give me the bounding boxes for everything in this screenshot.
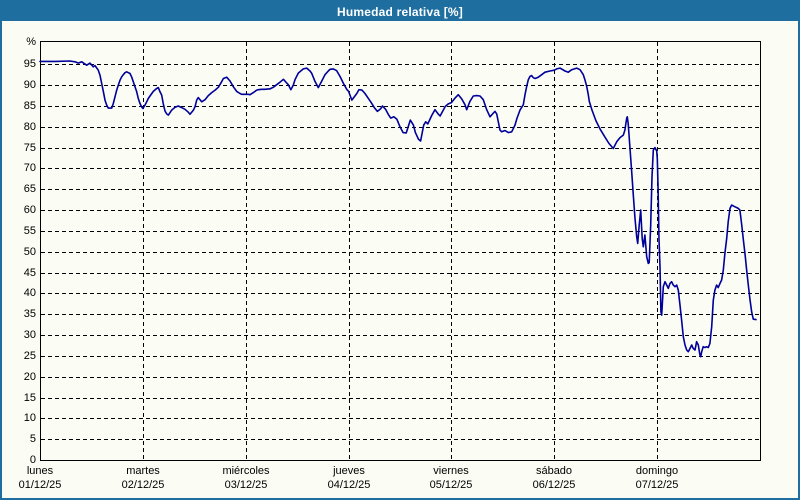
y-tick-label: 85 <box>23 100 36 112</box>
x-tick-day: lunes <box>26 465 54 477</box>
x-tick-label: miércoles 03/12/25 <box>196 464 296 492</box>
x-tick-day: miércoles <box>222 465 270 477</box>
y-tick-label: 45 <box>23 267 36 279</box>
y-axis-unit-label: % <box>26 36 36 48</box>
x-tick-label: lunes 01/12/25 <box>2 464 90 492</box>
y-tick-label: 40 <box>23 287 36 299</box>
y-tick-label: 20 <box>23 371 36 383</box>
x-tick-label: jueves 04/12/25 <box>299 464 399 492</box>
y-tick-label: 5 <box>29 433 36 445</box>
y-tick-label: 90 <box>23 79 36 91</box>
humidity-series-line <box>39 60 757 358</box>
x-tick-date: 02/12/25 <box>121 479 165 491</box>
x-tick-label: domingo 07/12/25 <box>607 464 707 492</box>
y-tick-label: 65 <box>23 183 36 195</box>
x-tick-day: viernes <box>433 465 469 477</box>
y-tick-label: 10 <box>23 412 36 424</box>
x-tick-label: sábado 06/12/25 <box>504 464 604 492</box>
x-tick-date: 03/12/25 <box>224 479 268 491</box>
x-tick-day: domingo <box>635 465 679 477</box>
x-tick-date: 04/12/25 <box>327 479 371 491</box>
title-bar: Humedad relativa [%] <box>2 2 798 21</box>
y-tick-label: 75 <box>23 142 36 154</box>
y-tick-label: 30 <box>23 329 36 341</box>
y-tick-label: 80 <box>23 121 36 133</box>
x-tick-day: sábado <box>535 465 573 477</box>
x-tick-day: jueves <box>333 465 365 477</box>
y-tick-label: 35 <box>23 308 36 320</box>
y-tick-label: 55 <box>23 225 36 237</box>
x-tick-label: martes 02/12/25 <box>93 464 193 492</box>
x-tick-day: martes <box>126 465 160 477</box>
x-tick-date: 06/12/25 <box>532 479 576 491</box>
y-tick-label: 95 <box>23 58 36 70</box>
x-tick-date: 05/12/25 <box>429 479 473 491</box>
y-tick-label: 0 <box>29 454 36 466</box>
y-tick-label: 50 <box>23 246 36 258</box>
chart-title: Humedad relativa [%] <box>336 4 464 19</box>
y-tick-label: 25 <box>23 350 36 362</box>
y-tick-label: 60 <box>23 204 36 216</box>
plot-border <box>40 41 761 461</box>
x-tick-date: 01/12/25 <box>18 479 62 491</box>
y-tick-label: 15 <box>23 392 36 404</box>
x-tick-label: viernes 05/12/25 <box>401 464 501 492</box>
x-tick-date: 07/12/25 <box>635 479 679 491</box>
y-tick-label: 70 <box>23 162 36 174</box>
